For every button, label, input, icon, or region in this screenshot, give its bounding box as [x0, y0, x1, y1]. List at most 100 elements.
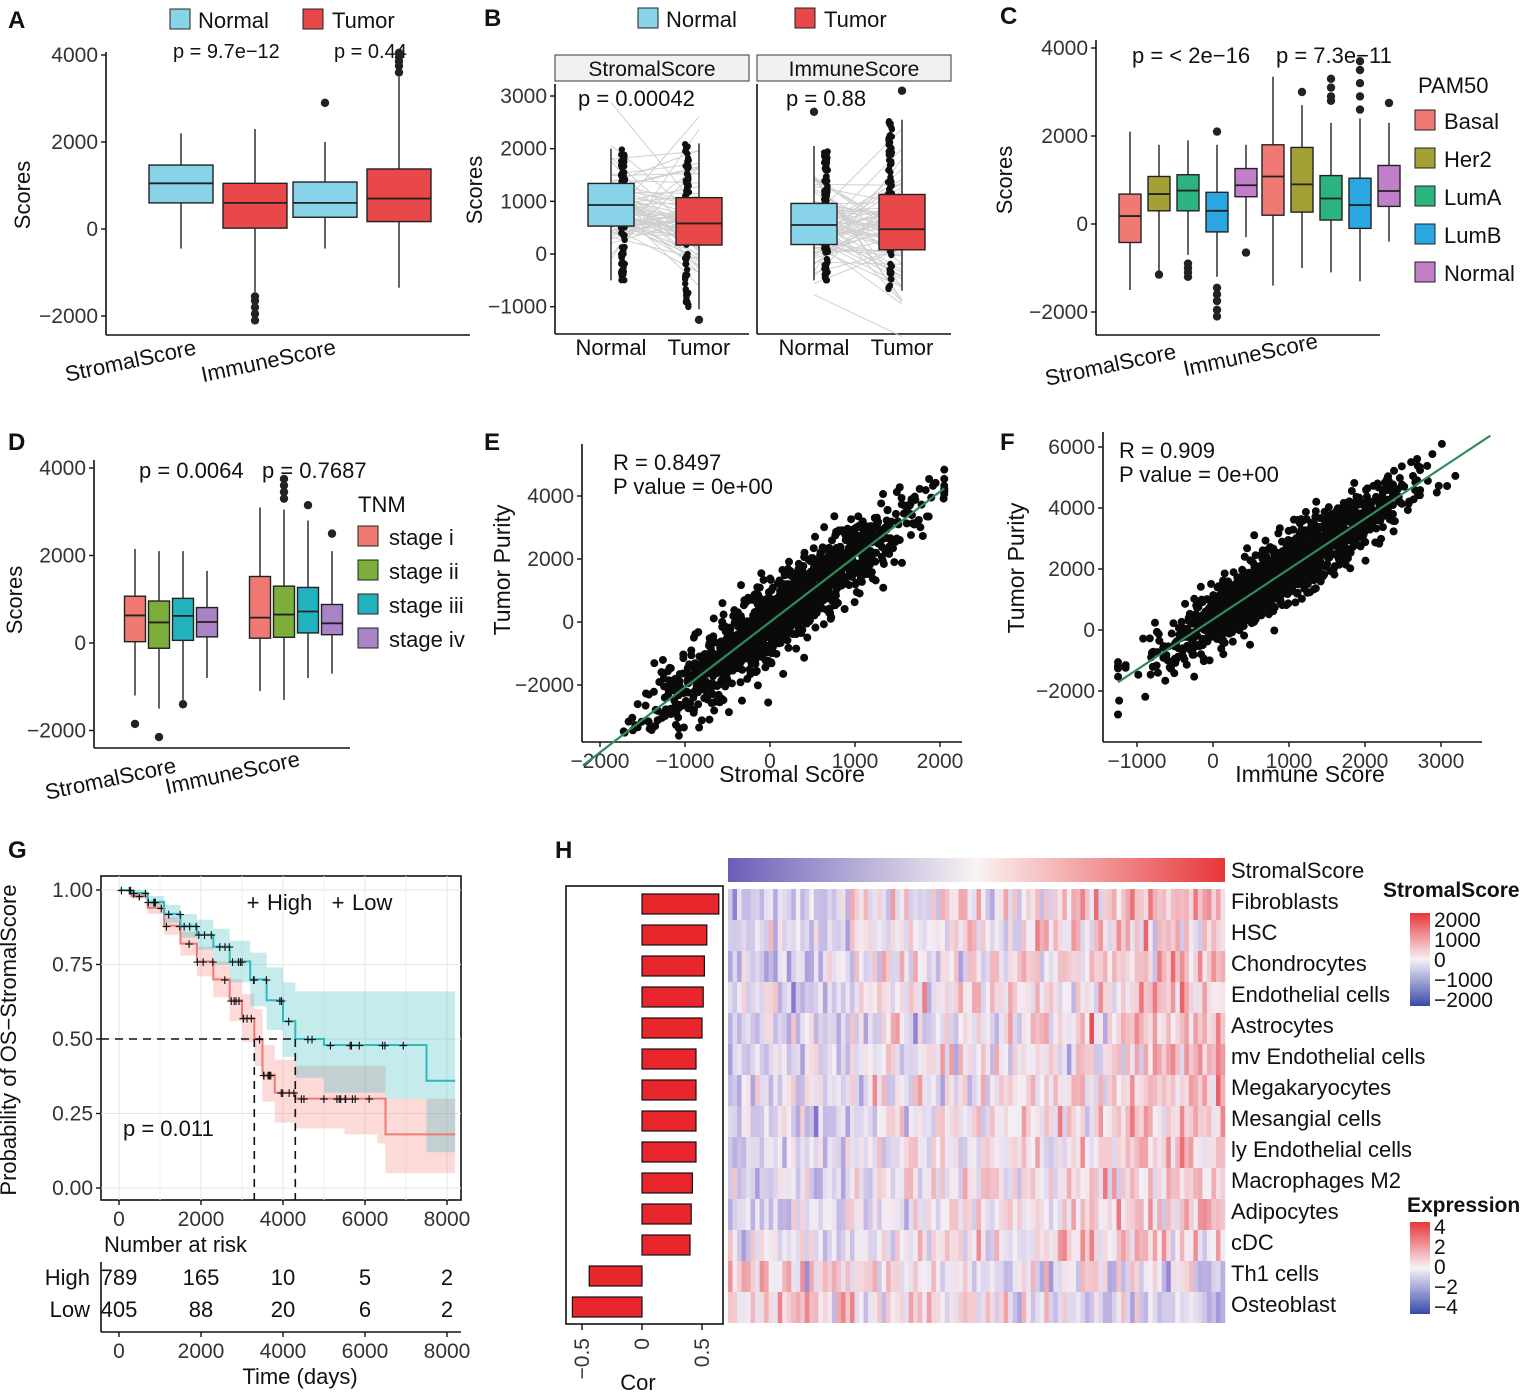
data-point: [1388, 510, 1397, 519]
heatmap-cell: [1053, 1013, 1059, 1044]
heatmap-cell: [1134, 1230, 1140, 1261]
heatmap-cell: [1148, 951, 1154, 982]
data-point: [824, 246, 831, 253]
heatmap-cell: [1026, 1261, 1032, 1292]
heatmap-cell: [1134, 1292, 1140, 1323]
heatmap-cell: [868, 1199, 873, 1230]
heatmap-cell: [764, 1230, 769, 1261]
heatmap-cell: [822, 920, 828, 951]
heatmap-cell: [962, 889, 968, 920]
heatmap-cell: [971, 1261, 977, 1292]
heatmap-cell: [976, 1292, 982, 1323]
heatmap-cell: [872, 1106, 878, 1137]
heatmap-cell: [845, 1230, 851, 1261]
heatmap-cell: [1003, 1199, 1009, 1230]
data-point: [1303, 588, 1312, 597]
heatmap-cell: [1152, 1013, 1158, 1044]
heatmap-cell: [1157, 1261, 1163, 1292]
heatmap-cell: [1179, 982, 1185, 1013]
heatmap-cell: [971, 1292, 977, 1323]
legend-title: Expression: [1407, 1194, 1520, 1217]
data-point: [689, 705, 698, 714]
heatmap-cell: [1179, 1075, 1185, 1106]
y-tick-label: 0: [1076, 213, 1088, 236]
legend-swatch: [357, 525, 379, 547]
data-point: [1362, 496, 1371, 505]
data-point: [1301, 526, 1310, 535]
heatmap-cell: [845, 982, 851, 1013]
data-point: [1198, 641, 1207, 650]
data-point: [751, 660, 760, 669]
heatmap-cell: [1220, 982, 1226, 1013]
heatmap-cell: [768, 1013, 774, 1044]
y-tick-label: 0: [74, 632, 86, 655]
heatmap-cell: [1057, 1106, 1063, 1137]
heatmap-cell: [1062, 1199, 1068, 1230]
heatmap-cell: [976, 1106, 982, 1137]
heatmap-cell: [1039, 1044, 1045, 1075]
heatmap-cell: [1012, 1230, 1018, 1261]
heatmap-cell: [764, 1013, 769, 1044]
data-point: [879, 583, 888, 592]
heatmap-cell: [926, 1137, 932, 1168]
data-point: [824, 177, 831, 185]
heatmap-cell: [1107, 1168, 1113, 1199]
heatmap-cell: [1175, 1199, 1181, 1230]
heatmap-cell: [813, 1044, 819, 1075]
heatmap-cell: [1211, 1106, 1217, 1137]
data-point: [829, 556, 838, 565]
data-point: [1415, 491, 1424, 500]
heatmap-cell: [1166, 951, 1172, 982]
heatmap-cell: [1084, 1106, 1090, 1137]
heatmap-cell: [854, 1106, 860, 1137]
x-tick-label: StromalScore: [63, 335, 199, 387]
panel-b: B Normal Tumor StromalScore ImmuneScore …: [462, 5, 952, 360]
heatmap-cell: [845, 1075, 851, 1106]
heatmap-cell: [1053, 1044, 1059, 1075]
heatmap-cell: [786, 1106, 792, 1137]
heatmap-cell: [967, 889, 973, 920]
cor-panel: [565, 885, 724, 1325]
heatmap-cell: [840, 1075, 846, 1106]
heatmap-cell: [863, 982, 869, 1013]
heatmap-cell: [904, 951, 910, 982]
heatmap-cell: [1170, 1013, 1176, 1044]
heatmap-cell: [1107, 1013, 1113, 1044]
row-label: Osteoblast: [1231, 1292, 1336, 1317]
data-point: [633, 700, 642, 709]
heatmap-cell: [1179, 1261, 1185, 1292]
heatmap-cell: [994, 1292, 1000, 1323]
heatmap-cell: [741, 889, 747, 920]
heatmap-cell: [931, 1137, 937, 1168]
heatmap-cell: [886, 1199, 891, 1230]
data-point: [697, 716, 706, 725]
heatmap-cell: [1175, 1261, 1181, 1292]
heatmap-cell: [1017, 1106, 1022, 1137]
heatmap-cell: [845, 1168, 851, 1199]
heatmap-cell: [782, 920, 788, 951]
heatmap-cell: [962, 951, 968, 982]
data-point: [755, 583, 764, 592]
heatmap-cell: [958, 920, 964, 951]
heatmap-cell: [813, 1168, 819, 1199]
heatmap-cell: [1008, 951, 1013, 982]
heatmap-cell: [895, 1137, 900, 1168]
data-point: [1356, 509, 1365, 518]
heatmap-cell: [755, 889, 760, 920]
heatmap-cell: [1175, 1137, 1181, 1168]
heatmap-cell: [1035, 1292, 1041, 1323]
heatmap-cell: [949, 1261, 955, 1292]
heatmap-cell: [962, 1137, 968, 1168]
heatmap-cell: [809, 1106, 815, 1137]
x-axis-title: Time (days): [242, 1364, 357, 1389]
heatmap-cell: [822, 1292, 828, 1323]
heatmap-cell: [849, 1199, 855, 1230]
heatmap-cell: [1152, 1292, 1158, 1323]
heatmap-cell: [732, 1013, 738, 1044]
heatmap-cell: [1116, 889, 1122, 920]
heatmap-cell: [813, 889, 819, 920]
heatmap-cell: [1017, 1013, 1022, 1044]
data-point: [915, 484, 924, 493]
data-point: [1390, 466, 1399, 475]
heatmap-cell: [1121, 1137, 1126, 1168]
